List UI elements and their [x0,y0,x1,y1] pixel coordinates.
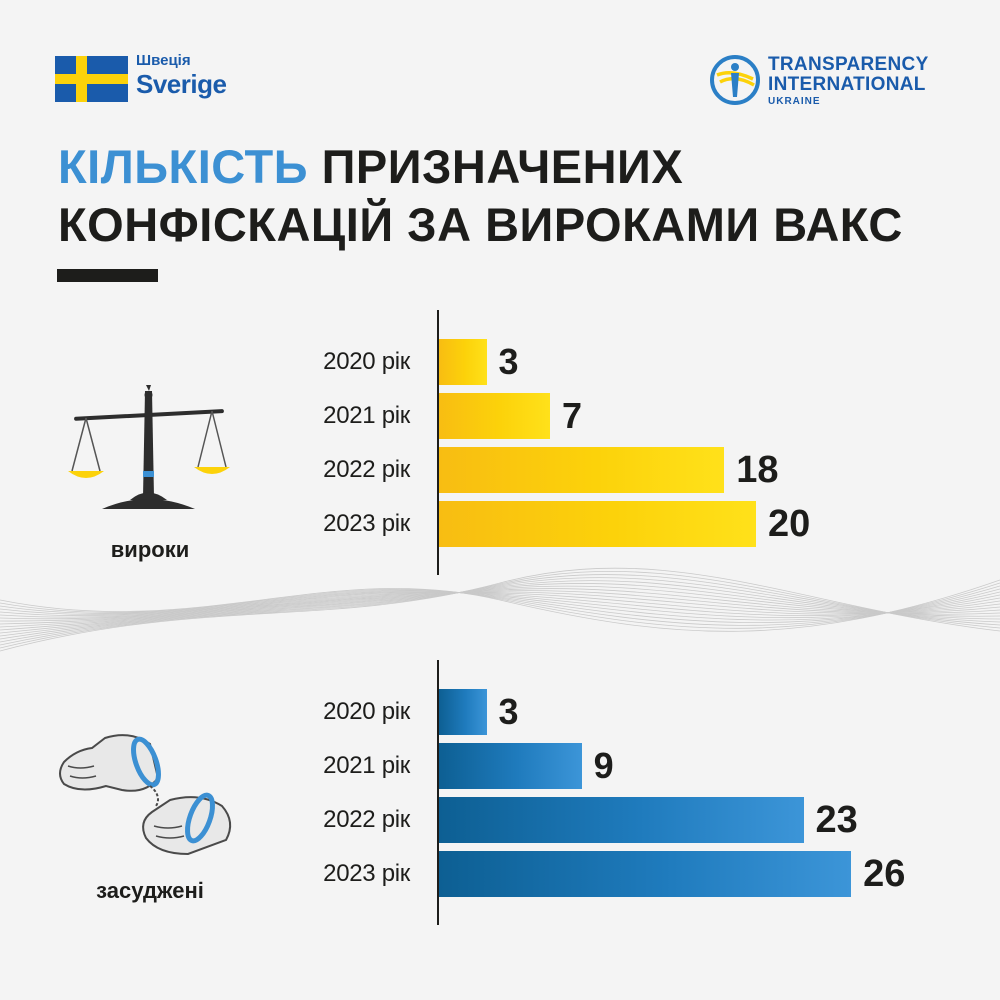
wave-line [0,592,1000,620]
verdicts-year-label: 2020 рік [323,348,410,375]
handcuffed-hands-icon [59,734,232,856]
verdicts-row: 2022 рік 18 [0,447,1000,493]
convicted-row: 2023 рік 26 [0,851,1000,897]
wave-line [0,582,1000,629]
ti-emblem-icon [710,55,760,105]
verdicts-year-label: 2021 рік [323,402,410,429]
scales-of-justice-icon [68,385,230,509]
page-title: КІЛЬКІСТЬ ПРИЗНАЧЕНИХ КОНФІСКАЦІЙ ЗА ВИР… [58,138,903,254]
convicted-axis-line [437,660,439,925]
verdicts-year-label: 2023 рік [323,510,410,537]
verdicts-bar [439,339,487,385]
convicted-row: 2022 рік 23 [0,797,1000,843]
verdicts-label: вироки [110,537,190,562]
wave-line [0,580,1000,640]
chart-convicted: засуджені 2020 рік 3 2021 рік 9 2022 рік 23 20… [0,660,1000,925]
title-line2: КОНФІСКАЦІЙ ЗА ВИРОКАМИ ВАКС [58,198,903,251]
chart-verdicts: вироки 2020 рік 3 2021 рік 7 2022 рік 18 2023 … [0,310,1000,575]
wave-line [0,583,1000,637]
verdicts-row: 2021 рік 7 [0,393,1000,439]
header: Швеція Sverige TRANSPARENCY INTERNATIONA… [0,0,1000,120]
convicted-year-label: 2020 рік [323,698,410,725]
convicted-bar [439,797,804,843]
verdicts-bar-value: 3 [498,341,519,382]
convicted-year-label: 2022 рік [323,806,410,833]
wave-line [0,585,1000,626]
wave-line [0,588,1000,631]
ti-line2: INTERNATIONAL [768,74,926,95]
ti-line3: UKRAINE [768,96,821,107]
wave-line [0,591,1000,621]
title-underline [57,269,158,282]
verdicts-bar [439,393,550,439]
verdicts-row: 2023 рік 20 [0,501,1000,547]
convicted-bar [439,851,852,897]
wave-line [0,591,1000,619]
verdicts-axis-line [437,310,439,575]
sweden-ua-label: Швеція [136,52,191,69]
wave-line [0,579,1000,632]
verdicts-bar-value: 7 [561,395,582,436]
wave-line [0,592,1000,622]
wave-line [0,588,1000,623]
convicted-year-label: 2021 рік [323,752,410,779]
wave-line [0,590,1000,628]
decorative-waves [0,567,1000,652]
convicted-bar-value: 23 [815,799,858,841]
wave-line [0,577,1000,643]
wave-line [0,585,1000,634]
wave-line [0,574,1000,646]
verdicts-bar [439,447,725,493]
convicted-label: засуджені [96,878,204,903]
wave-line [0,591,1000,625]
title-rest-line1: ПРИЗНАЧЕНИХ [308,140,684,193]
convicted-bar [439,743,582,789]
convicted-bar [439,689,487,735]
convicted-bar-value: 26 [863,853,906,895]
verdicts-bar-value: 18 [736,449,779,491]
title-line1: КІЛЬКІСТЬ ПРИЗНАЧЕНИХ [58,138,903,196]
ti-line1: TRANSPARENCY [768,54,929,75]
sweden-flag-icon [55,56,128,102]
title-highlight: КІЛЬКІСТЬ [58,140,309,193]
wave-line [0,570,1000,649]
verdicts-bar-value: 20 [768,503,811,545]
convicted-row: 2020 рік 3 [0,689,1000,735]
ti-logo-text: TRANSPARENCY INTERNATIONAL UKRAINE [768,55,929,108]
verdicts-year-label: 2022 рік [323,456,410,483]
convicted-bar-value: 9 [593,745,614,786]
convicted-year-label: 2023 рік [323,860,410,887]
sweden-se-label: Sverige [136,69,227,99]
verdicts-bar [439,501,756,547]
verdicts-row: 2020 рік 3 [0,339,1000,385]
convicted-row: 2021 рік 9 [0,743,1000,789]
sweden-logo-text: Швеція Sverige [136,52,227,99]
wave-line [0,567,1000,652]
convicted-bar-value: 3 [498,691,519,732]
